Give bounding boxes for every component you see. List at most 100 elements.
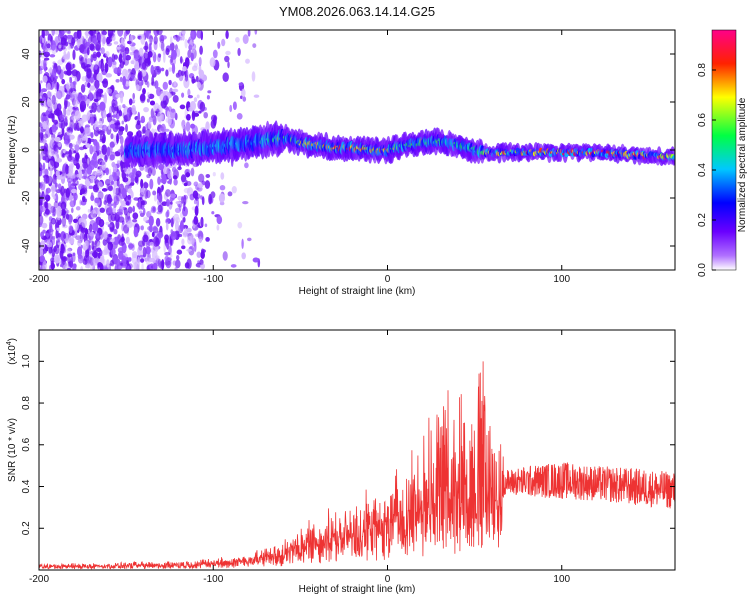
noise-blob [39, 200, 43, 204]
noise-blob [137, 240, 144, 248]
noise-blob [113, 54, 118, 60]
noise-blob [112, 186, 116, 195]
noise-blob [120, 183, 124, 188]
noise-blob [198, 173, 205, 183]
noise-blob [217, 41, 221, 49]
noise-blob [152, 112, 156, 123]
noise-blob [164, 260, 171, 266]
noise-blob [189, 101, 196, 111]
noise-blob [62, 173, 65, 177]
noise-blob [127, 194, 131, 200]
noise-blob [200, 30, 203, 41]
noise-blob [64, 115, 68, 119]
noise-blob [118, 238, 125, 246]
noise-blob [176, 48, 181, 57]
noise-blob [163, 128, 170, 132]
noise-blob [93, 37, 98, 45]
noise-blob [103, 200, 107, 205]
noise-blob [198, 56, 202, 67]
noise-blob [89, 223, 93, 233]
noise-blob [169, 253, 173, 258]
noise-blob [101, 249, 108, 256]
noise-blob [87, 47, 90, 56]
noise-blob [80, 200, 87, 206]
noise-blob [101, 124, 108, 132]
noise-blob [116, 178, 120, 187]
noise-blob [95, 171, 102, 176]
noise-blob [130, 177, 135, 183]
noise-blob [73, 122, 77, 131]
noise-blob [122, 51, 127, 62]
noise-blob [241, 252, 246, 260]
noise-blob [165, 222, 169, 231]
noise-blob [125, 54, 131, 61]
noise-blob [93, 113, 97, 123]
noise-blob [212, 49, 218, 59]
noise-blob [105, 167, 110, 176]
noise-blob [101, 33, 106, 45]
noise-blob [85, 143, 91, 149]
noise-blob [106, 88, 113, 94]
noise-blob [61, 30, 67, 34]
noise-blob [157, 176, 161, 185]
noise-blob [172, 175, 178, 180]
noise-blob [105, 221, 110, 225]
noise-blob [54, 30, 61, 35]
noise-blob [113, 67, 120, 74]
noise-blob [135, 170, 142, 178]
noise-blob [133, 226, 138, 238]
noise-blob [85, 64, 91, 68]
noise-blob [143, 182, 149, 189]
noise-blob [40, 145, 47, 150]
noise-blob [169, 93, 172, 98]
noise-blob [110, 239, 115, 243]
noise-blob [60, 243, 64, 251]
noise-blob [132, 205, 135, 213]
noise-blob [142, 234, 149, 243]
noise-blob [135, 78, 138, 86]
noise-blob [54, 244, 60, 255]
noise-blob [92, 184, 99, 193]
noise-blob [232, 101, 237, 110]
noise-blob [179, 36, 183, 41]
noise-blob [71, 69, 78, 77]
noise-blob [211, 211, 215, 215]
noise-blob [65, 122, 68, 126]
noise-blob [197, 183, 204, 188]
noise-blob [108, 168, 112, 175]
noise-blob [40, 80, 43, 84]
noise-blob [183, 77, 190, 89]
noise-blob [193, 62, 199, 68]
noise-blob [72, 106, 77, 110]
noise-blob [181, 92, 185, 98]
noise-blob [193, 199, 197, 205]
noise-blob [184, 262, 190, 269]
noise-blob [183, 182, 188, 187]
noise-blob [61, 215, 67, 227]
noise-blob [70, 256, 74, 268]
noise-blob [132, 92, 135, 100]
noise-blob [57, 233, 61, 238]
noise-blob [89, 175, 96, 180]
noise-blob [92, 54, 97, 59]
noise-blob [81, 137, 88, 141]
noise-blob [136, 120, 141, 126]
noise-blob [174, 266, 178, 270]
noise-blob [101, 30, 107, 36]
noise-blob [167, 110, 170, 119]
noise-blob [107, 203, 114, 207]
noise-blob [79, 199, 82, 206]
noise-blob [72, 252, 76, 257]
noise-blob [116, 46, 122, 50]
noise-blob [76, 174, 80, 178]
noise-blob [60, 201, 67, 211]
noise-blob [42, 97, 46, 101]
noise-blob [153, 35, 158, 45]
noise-blob [220, 172, 225, 180]
noise-blob [180, 70, 185, 77]
noise-blob [69, 81, 76, 89]
noise-blob [92, 258, 99, 266]
noise-blob [180, 220, 184, 232]
noise-blob [142, 246, 147, 258]
